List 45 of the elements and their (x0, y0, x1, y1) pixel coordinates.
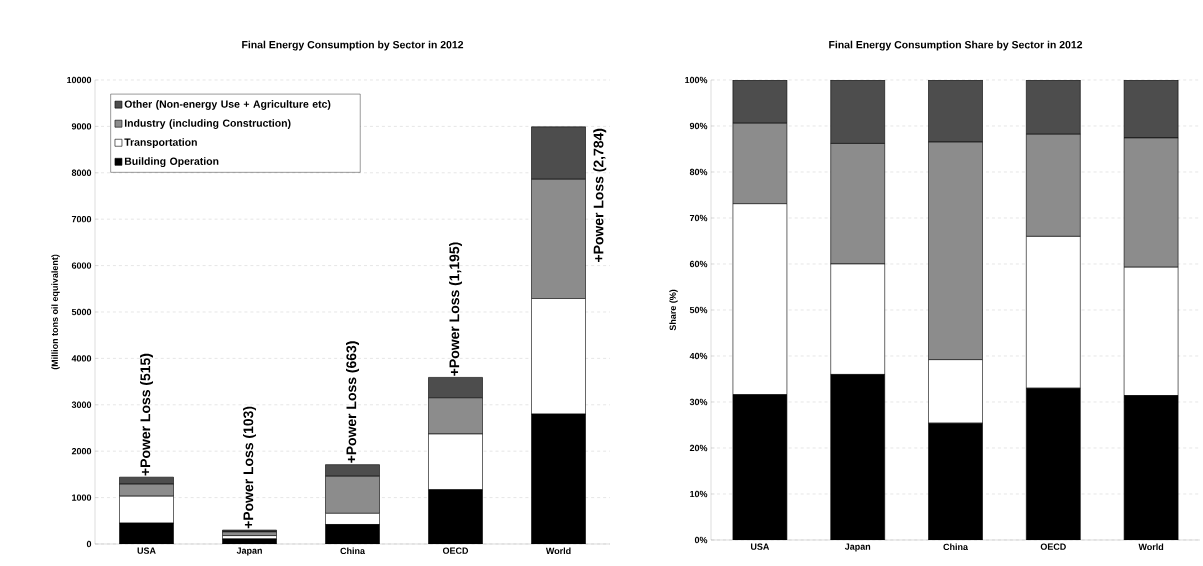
x-tick-label: World (1138, 543, 1164, 551)
x-tick-label: USA (137, 547, 156, 554)
y-tick-label: 6000 (71, 262, 92, 269)
chart-title: Final Energy Consumption Share by Sector in 2012 (829, 40, 1083, 51)
x-tick-label: OECD (442, 547, 469, 554)
x-tick-label: Japan (844, 543, 871, 552)
annotation: +Power Loss (1,195) (449, 242, 463, 376)
y-tick-label: 90% (689, 122, 708, 130)
y-tick-label: 4000 (71, 355, 92, 362)
x-tick-label: OECD (1040, 543, 1066, 550)
legend-label: Other (Non-energy Use + Agriculture etc) (124, 100, 331, 110)
legend-label: Transportation (124, 138, 197, 148)
x-tick-label: China (340, 547, 366, 555)
legend-label: Building Operation (124, 157, 219, 168)
annotation: +Power Loss (663) (346, 341, 360, 463)
x-tick-label: China (943, 543, 969, 551)
y-tick-label: 0% (694, 536, 708, 544)
annotation: +Power Loss (515) (140, 353, 154, 476)
annotation: +Power Loss (103) (243, 406, 257, 529)
y-axis-title: Share (%) (669, 289, 678, 331)
y-tick-label: 40% (689, 352, 708, 360)
y-tick-label: 0 (86, 540, 92, 548)
y-tick-label: 70% (689, 214, 708, 222)
y-tick-label: 80% (689, 168, 708, 176)
y-tick-label: 60% (689, 260, 708, 268)
chart-title: Final Energy Consumption by Sector in 2012 (242, 40, 464, 51)
y-tick-label: 20% (689, 444, 708, 452)
y-tick-label: 9000 (71, 123, 92, 130)
legend-label: Industry (including Construction) (124, 119, 291, 129)
y-tick-label: 50% (689, 306, 708, 314)
y-tick-label: 5000 (71, 308, 92, 316)
y-tick-label: 100% (685, 76, 708, 84)
y-tick-label: 2000 (71, 448, 92, 455)
y-tick-label: 1000 (72, 494, 92, 501)
x-tick-label: Japan (236, 547, 262, 556)
y-tick-label: 30% (689, 398, 708, 406)
y-tick-label: 8000 (71, 169, 92, 176)
y-tick-label: 10000 (67, 76, 92, 84)
y-tick-label: 7000 (71, 216, 92, 223)
y-tick-label: 3000 (71, 401, 92, 408)
y-axis-title: (Million tons oil equivalent) (51, 254, 60, 370)
y-tick-label: 10% (690, 490, 708, 498)
x-tick-label: USA (750, 543, 770, 550)
annotation: +Power Loss (2,784) (593, 128, 607, 262)
x-tick-label: World (545, 547, 571, 555)
